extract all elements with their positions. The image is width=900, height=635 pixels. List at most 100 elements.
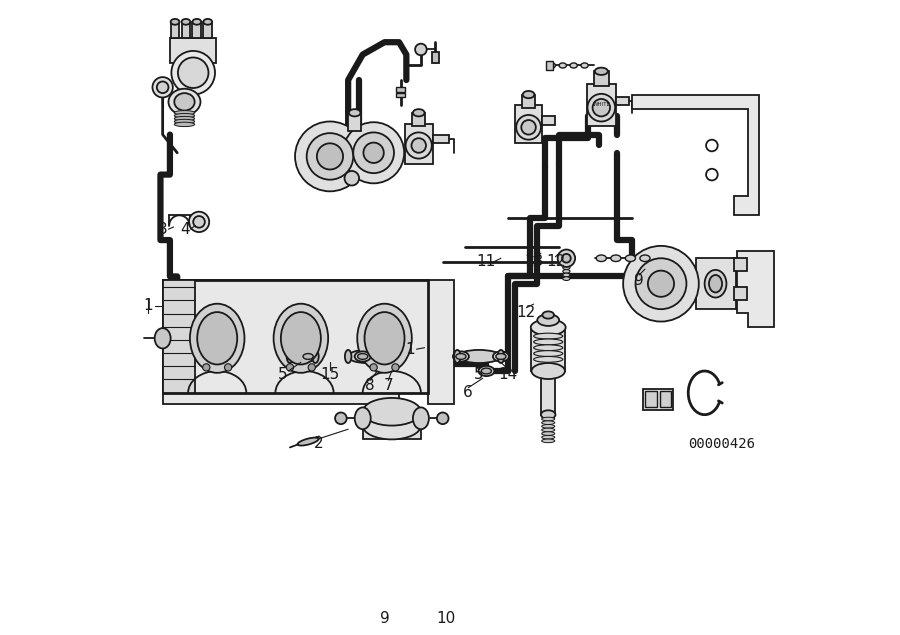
- Circle shape: [521, 120, 535, 135]
- Circle shape: [706, 140, 717, 151]
- Text: 11: 11: [477, 255, 496, 269]
- Ellipse shape: [303, 354, 313, 359]
- Circle shape: [558, 250, 575, 267]
- Circle shape: [415, 44, 427, 55]
- Bar: [660, 391, 671, 408]
- Text: 1: 1: [143, 298, 153, 313]
- Polygon shape: [163, 280, 428, 393]
- Text: 15: 15: [320, 367, 339, 382]
- Ellipse shape: [534, 339, 562, 345]
- Polygon shape: [163, 280, 454, 404]
- Ellipse shape: [175, 110, 194, 115]
- Ellipse shape: [580, 63, 589, 68]
- Ellipse shape: [626, 255, 635, 262]
- Circle shape: [317, 144, 343, 170]
- Ellipse shape: [363, 411, 421, 439]
- Ellipse shape: [357, 304, 412, 373]
- Ellipse shape: [175, 116, 194, 121]
- Text: WHITE: WHITE: [592, 102, 610, 107]
- Ellipse shape: [300, 351, 316, 361]
- Bar: [542, 116, 554, 125]
- Circle shape: [370, 364, 377, 371]
- Text: 5: 5: [474, 367, 484, 382]
- Bar: [696, 258, 736, 309]
- Text: 6: 6: [464, 385, 473, 400]
- Ellipse shape: [349, 109, 361, 116]
- Circle shape: [623, 246, 698, 321]
- Ellipse shape: [168, 89, 201, 115]
- Bar: [616, 97, 629, 105]
- Ellipse shape: [542, 436, 554, 439]
- Polygon shape: [737, 251, 774, 328]
- Circle shape: [202, 364, 210, 371]
- Bar: [532, 328, 565, 371]
- Text: 14: 14: [499, 367, 517, 382]
- Bar: [432, 52, 439, 63]
- Ellipse shape: [534, 356, 562, 363]
- Circle shape: [308, 364, 315, 371]
- Circle shape: [194, 216, 205, 228]
- Ellipse shape: [382, 350, 388, 363]
- Circle shape: [295, 121, 364, 191]
- Ellipse shape: [175, 122, 194, 126]
- Text: 10: 10: [436, 611, 456, 626]
- Ellipse shape: [345, 350, 351, 363]
- Ellipse shape: [197, 312, 238, 364]
- Circle shape: [517, 115, 541, 140]
- Ellipse shape: [542, 424, 554, 428]
- Ellipse shape: [413, 408, 429, 429]
- Bar: [412, 113, 426, 126]
- Ellipse shape: [596, 255, 607, 262]
- Ellipse shape: [498, 350, 504, 363]
- Bar: [203, 22, 212, 38]
- Ellipse shape: [348, 350, 384, 363]
- Bar: [516, 105, 542, 144]
- Circle shape: [345, 171, 359, 185]
- Ellipse shape: [705, 270, 726, 298]
- Ellipse shape: [562, 266, 570, 269]
- Bar: [170, 38, 217, 64]
- Ellipse shape: [537, 314, 559, 326]
- Bar: [396, 87, 405, 91]
- Circle shape: [286, 364, 293, 371]
- Ellipse shape: [171, 51, 215, 95]
- Text: 00000426: 00000426: [688, 437, 755, 451]
- Bar: [522, 95, 536, 108]
- Ellipse shape: [413, 109, 425, 116]
- Ellipse shape: [542, 428, 554, 432]
- Bar: [541, 371, 555, 415]
- Ellipse shape: [559, 63, 566, 68]
- Ellipse shape: [175, 114, 194, 118]
- Text: 9: 9: [634, 272, 644, 288]
- Ellipse shape: [274, 304, 328, 373]
- Ellipse shape: [542, 417, 554, 421]
- Ellipse shape: [175, 93, 194, 110]
- Ellipse shape: [182, 19, 190, 25]
- Ellipse shape: [541, 410, 555, 419]
- Ellipse shape: [454, 350, 461, 363]
- Bar: [734, 288, 747, 300]
- Ellipse shape: [312, 350, 319, 363]
- Ellipse shape: [290, 350, 315, 363]
- Ellipse shape: [193, 19, 202, 25]
- Ellipse shape: [562, 277, 570, 281]
- Bar: [348, 113, 361, 131]
- Ellipse shape: [562, 269, 570, 273]
- Ellipse shape: [493, 351, 508, 361]
- Ellipse shape: [640, 255, 650, 262]
- Text: 4: 4: [180, 222, 190, 237]
- Bar: [363, 411, 421, 439]
- Ellipse shape: [355, 408, 371, 429]
- Circle shape: [224, 364, 232, 371]
- Bar: [734, 258, 747, 271]
- Ellipse shape: [543, 311, 554, 319]
- Ellipse shape: [534, 351, 562, 356]
- Bar: [171, 22, 179, 38]
- Ellipse shape: [457, 350, 501, 363]
- Ellipse shape: [534, 333, 562, 339]
- Text: 13: 13: [524, 255, 544, 269]
- Circle shape: [157, 81, 168, 93]
- Ellipse shape: [281, 312, 321, 364]
- Bar: [645, 391, 657, 408]
- Circle shape: [364, 143, 383, 163]
